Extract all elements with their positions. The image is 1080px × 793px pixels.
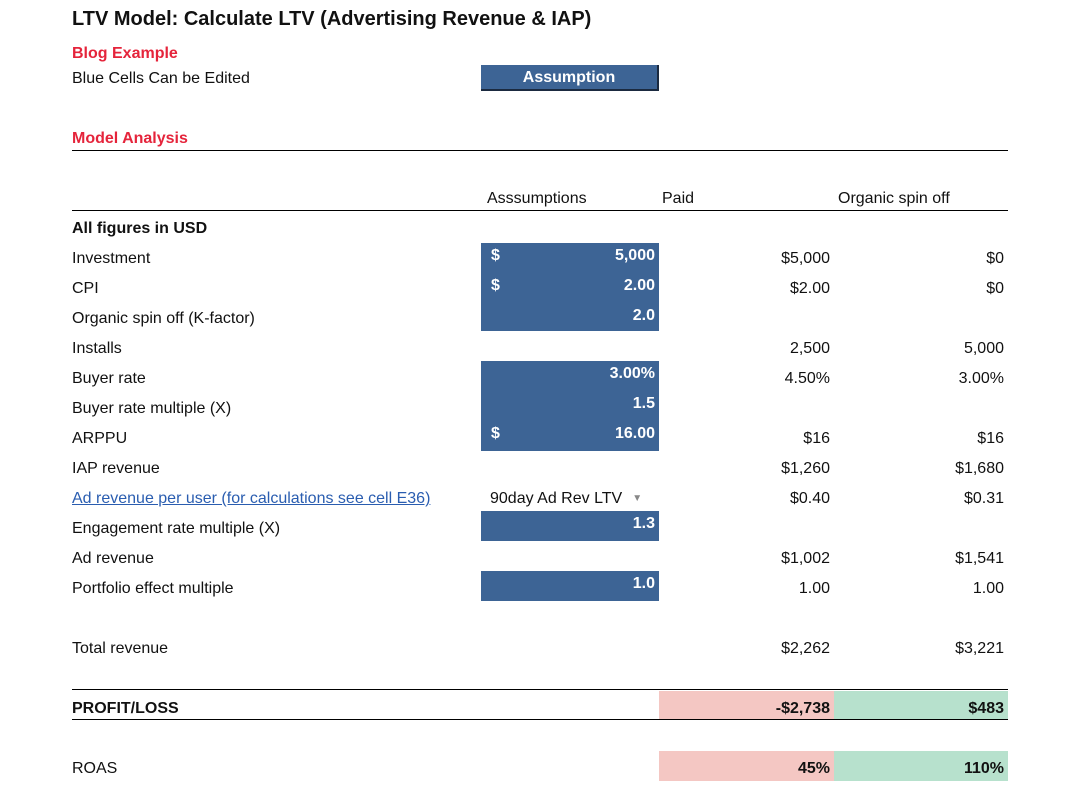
arppu-paid: $16 — [803, 430, 830, 447]
installs-paid: 2,500 — [789, 340, 830, 357]
profit-organic-cell — [834, 691, 1008, 719]
portfolio-input[interactable]: 1.0 — [481, 571, 659, 601]
portfolio-organic: 1.00 — [972, 580, 1004, 597]
total-organic: $3,221 — [955, 640, 1004, 657]
cpi-input[interactable]: $ 2.00 — [481, 273, 659, 303]
divider-profit-top — [72, 689, 1008, 690]
engagement-input[interactable]: 1.3 — [481, 511, 659, 541]
col-header-assumptions: Asssumptions — [487, 190, 587, 207]
chevron-down-icon[interactable]: ▼ — [632, 493, 643, 505]
ad-revenue-per-user-link[interactable]: Ad revenue per user (for calculations se… — [72, 490, 431, 507]
buyer-mult-input[interactable]: 1.5 — [481, 391, 659, 421]
assumption-legend-cell[interactable]: Assumption — [481, 65, 659, 91]
buyer-rate-value: 3.00% — [609, 365, 655, 382]
model-analysis-label: Model Analysis — [72, 130, 188, 147]
row-label-engagement: Engagement rate multiple (X) — [72, 520, 281, 537]
blue-cells-note: Blue Cells Can be Edited — [72, 70, 250, 87]
row-label-roas: ROAS — [72, 760, 118, 777]
iap-organic: $1,680 — [955, 460, 1004, 477]
col-header-organic: Organic spin off — [838, 190, 950, 207]
row-label-buyer-mult: Buyer rate multiple (X) — [72, 400, 232, 417]
investment-value: 5,000 — [614, 247, 655, 264]
row-label-ad-revenue: Ad revenue — [72, 550, 154, 567]
investment-input[interactable]: $ 5,000 — [481, 243, 659, 273]
row-label-installs: Installs — [72, 340, 122, 357]
arppu-input[interactable]: $ 16.00 — [481, 421, 659, 451]
total-paid: $2,262 — [781, 640, 830, 657]
col-header-paid: Paid — [662, 190, 695, 207]
ad-revenue-organic: $1,541 — [955, 550, 1004, 567]
divider-header — [72, 210, 1008, 211]
profit-paid-cell — [659, 691, 834, 719]
portfolio-paid: 1.00 — [798, 580, 830, 597]
row-label-cpi: CPI — [72, 280, 99, 297]
ad-per-user-organic: $0.31 — [963, 490, 1004, 507]
arppu-value: 16.00 — [614, 425, 655, 442]
row-label-iap: IAP revenue — [72, 460, 160, 477]
roas-paid: 45% — [797, 760, 830, 777]
roas-organic-cell — [834, 751, 1008, 781]
row-label-investment: Investment — [72, 250, 151, 267]
ad-revenue-paid: $1,002 — [781, 550, 830, 567]
row-label-portfolio: Portfolio effect multiple — [72, 580, 234, 597]
engagement-value: 1.3 — [632, 515, 655, 532]
kfactor-value: 2.0 — [632, 307, 655, 324]
row-label-arppu: ARPPU — [72, 430, 128, 447]
buyer-mult-value: 1.5 — [632, 395, 655, 412]
cpi-organic: $0 — [986, 280, 1004, 297]
row-label-buyer-rate: Buyer rate — [72, 370, 146, 387]
row-label-kfactor: Organic spin off (K-factor) — [72, 310, 255, 327]
installs-organic: 5,000 — [963, 340, 1004, 357]
arppu-organic: $16 — [977, 430, 1004, 447]
investment-organic: $0 — [986, 250, 1004, 267]
dollar-sign: $ — [491, 277, 500, 294]
buyer-rate-paid: 4.50% — [784, 370, 830, 387]
cpi-paid: $2.00 — [789, 280, 830, 297]
investment-paid: $5,000 — [781, 250, 830, 267]
divider-top — [72, 150, 1008, 151]
buyer-rate-organic: 3.00% — [958, 370, 1004, 387]
kfactor-input[interactable]: 2.0 — [481, 303, 659, 331]
blog-example-label: Blog Example — [72, 45, 178, 62]
row-label-profit: PROFIT/LOSS — [72, 700, 179, 717]
roas-paid-cell — [659, 751, 834, 781]
all-figures-label: All figures in USD — [72, 220, 208, 237]
iap-paid: $1,260 — [781, 460, 830, 477]
divider-profit-bottom — [72, 719, 1008, 720]
row-label-total: Total revenue — [72, 640, 169, 657]
profit-organic: $483 — [968, 700, 1004, 717]
page-title: LTV Model: Calculate LTV (Advertising Re… — [72, 8, 592, 30]
buyer-rate-input[interactable]: 3.00% — [481, 361, 659, 391]
roas-organic: 110% — [963, 760, 1004, 777]
cpi-value: 2.00 — [623, 277, 655, 294]
ad-per-user-paid: $0.40 — [789, 490, 830, 507]
ad-rev-dropdown-value: 90day Ad Rev LTV — [490, 490, 623, 507]
portfolio-value: 1.0 — [632, 575, 655, 592]
dollar-sign: $ — [491, 247, 500, 264]
dollar-sign: $ — [491, 425, 500, 442]
ad-rev-dropdown[interactable]: 90day Ad Rev LTV ▼ — [490, 490, 642, 508]
profit-paid: -$2,738 — [775, 700, 830, 717]
